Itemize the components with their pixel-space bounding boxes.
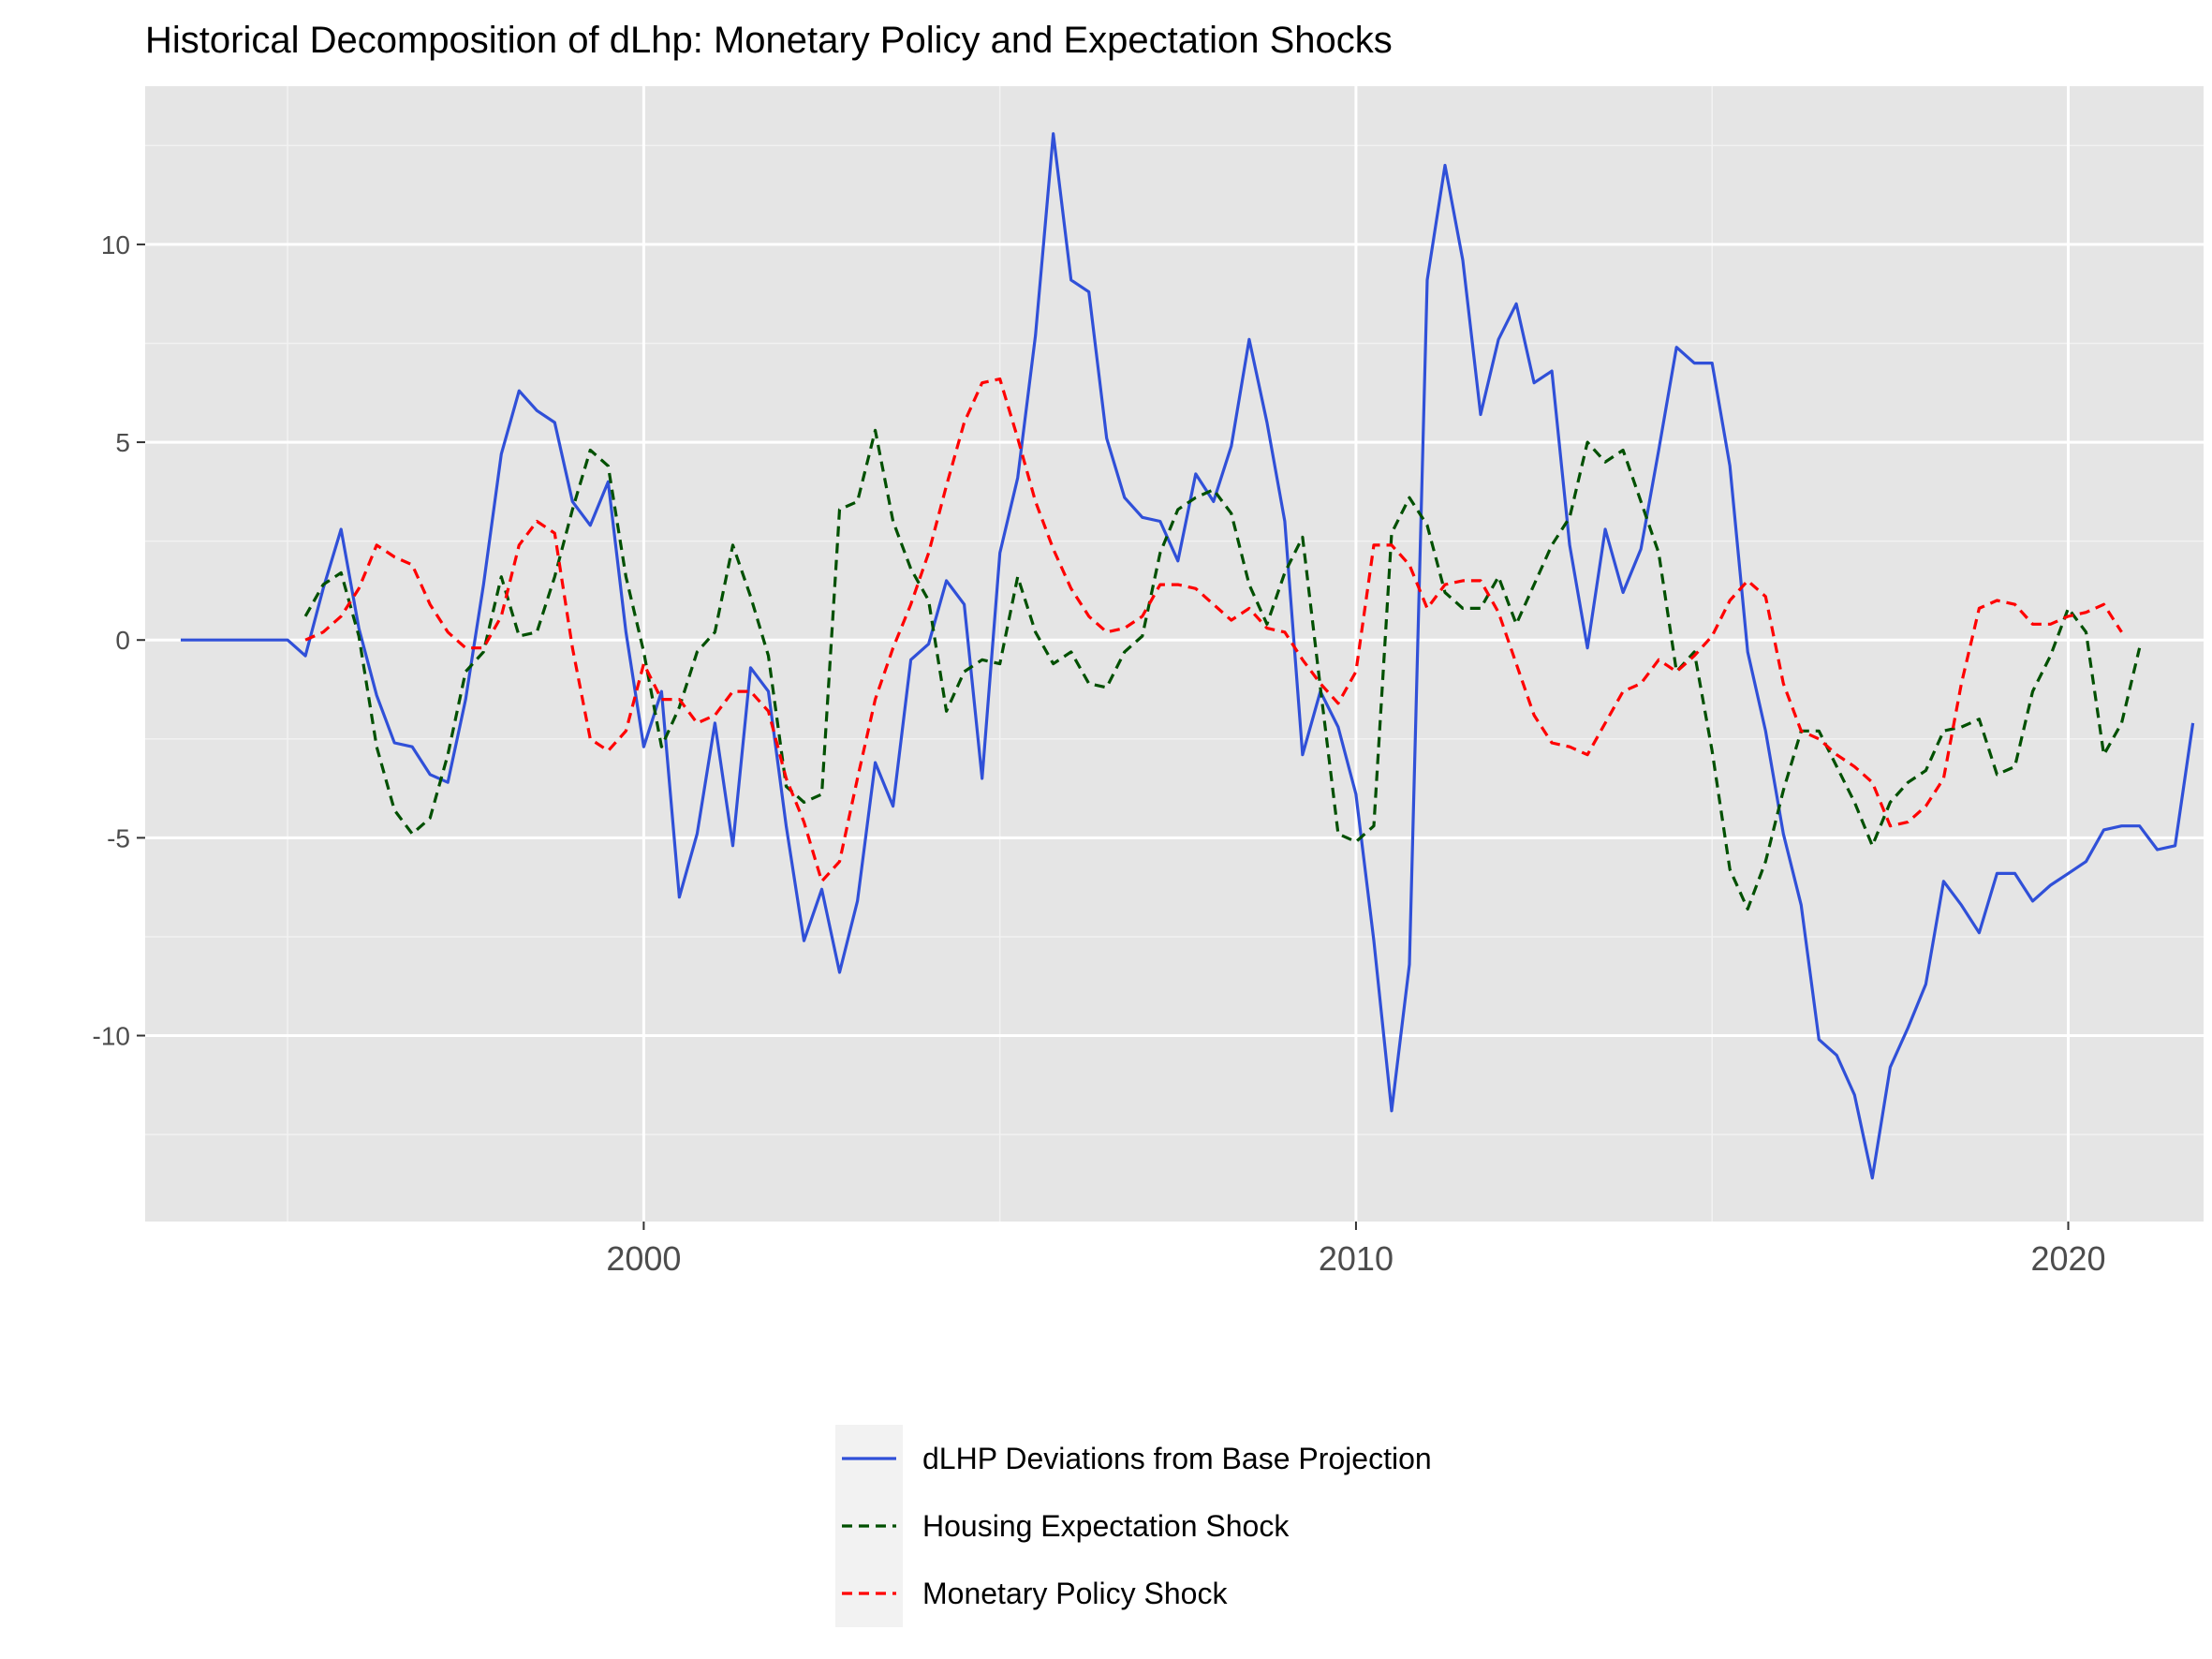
- legend-label: Monetary Policy Shock: [922, 1577, 1228, 1610]
- y-axis: -10 -5 0 5 10: [93, 230, 145, 1051]
- legend-label: dLHP Deviations from Base Projection: [922, 1442, 1432, 1475]
- chart-title: Historical Decomposition of dLhp: Moneta…: [145, 20, 1393, 61]
- y-tick-label: 5: [115, 428, 130, 457]
- plot-panel: [145, 86, 2204, 1222]
- x-axis: 2000 2010 2020: [606, 1222, 2106, 1278]
- x-tick-label: 2010: [1319, 1239, 1394, 1278]
- y-tick-label: -5: [107, 823, 130, 852]
- x-tick-label: 2000: [606, 1239, 681, 1278]
- y-tick-label: 0: [115, 626, 130, 655]
- y-tick-label: -10: [93, 1022, 130, 1051]
- x-tick-label: 2020: [2030, 1239, 2105, 1278]
- legend: dLHP Deviations from Base Projection Hous…: [835, 1418, 1432, 1627]
- y-tick-label: 10: [101, 230, 130, 259]
- legend-label: Housing Expectation Shock: [922, 1509, 1290, 1543]
- series-line-housing-expectation-shock: [303, 428, 2142, 911]
- series-line-dlhp-deviations-from-base-projection: [181, 132, 2195, 1180]
- series-lines: [181, 132, 2195, 1180]
- legend-background: [835, 1418, 1383, 1622]
- major-gridlines: [145, 86, 2204, 1222]
